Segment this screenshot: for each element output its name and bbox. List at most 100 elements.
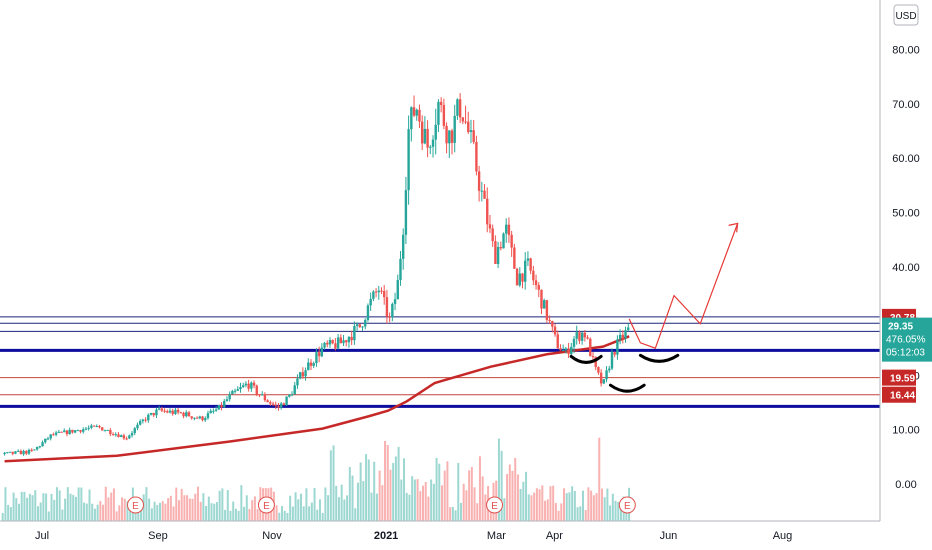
volume-bar xyxy=(69,493,72,521)
candle-body xyxy=(627,327,630,331)
volume-bar xyxy=(313,487,316,521)
volume-bar xyxy=(47,511,50,521)
candle-body xyxy=(331,340,334,344)
volume-bar xyxy=(351,475,354,521)
volume-bar xyxy=(327,495,330,521)
candle-body xyxy=(434,124,437,140)
volume-bar xyxy=(332,445,335,521)
candle-body xyxy=(358,324,362,328)
candle-body xyxy=(269,402,272,404)
volume-bar xyxy=(213,503,216,521)
candle-body xyxy=(174,409,177,414)
volume-bar xyxy=(20,491,23,521)
candle-body xyxy=(30,449,33,451)
volume-bar xyxy=(557,510,560,521)
candle-body xyxy=(586,337,589,339)
volume-bar xyxy=(302,506,305,521)
candle-body xyxy=(155,409,158,416)
candle-body xyxy=(233,390,237,392)
candle-body xyxy=(239,387,242,390)
candle-body xyxy=(475,142,478,172)
volume-bar xyxy=(446,461,449,521)
volume-bar xyxy=(367,459,370,521)
candle-body xyxy=(117,434,120,438)
volume-bar xyxy=(386,445,389,521)
volume-bar xyxy=(183,495,186,521)
candle-body xyxy=(529,258,532,271)
volume-bar xyxy=(617,501,620,521)
volume-bar xyxy=(500,450,503,521)
candle-body xyxy=(52,434,55,436)
volume-bar xyxy=(188,498,191,521)
candle-body xyxy=(570,346,573,355)
candle-body xyxy=(418,109,421,122)
candle-body xyxy=(450,130,454,143)
candle-body xyxy=(98,426,101,428)
volume-bar xyxy=(611,493,614,521)
candle-body xyxy=(328,340,332,345)
volume-bar xyxy=(134,511,137,521)
volume-bar xyxy=(424,482,427,521)
volume-bar xyxy=(403,458,406,521)
volume-bar xyxy=(248,508,251,521)
candle-body xyxy=(201,416,204,421)
candle-body xyxy=(456,99,459,116)
candle-body xyxy=(548,319,551,322)
volume-bar xyxy=(516,474,519,521)
volume-bar xyxy=(321,512,324,521)
volume-bar xyxy=(478,456,481,521)
candle-body xyxy=(8,451,12,453)
candle-body xyxy=(22,450,25,455)
volume-bar xyxy=(34,490,37,521)
candle-body xyxy=(298,372,302,379)
candle-body xyxy=(79,430,82,432)
volume-bar xyxy=(522,481,525,521)
candle-body xyxy=(209,410,212,414)
candle-body xyxy=(469,130,473,133)
volume-bar xyxy=(587,487,590,521)
candle-body xyxy=(494,241,497,264)
candle-body xyxy=(502,233,505,249)
candle-body xyxy=(242,385,245,388)
last-price-box xyxy=(882,317,932,362)
y-tick-label: 50.00 xyxy=(892,208,920,220)
volume-bar xyxy=(150,508,153,521)
candle-body xyxy=(342,340,345,344)
volume-bar xyxy=(234,508,237,521)
candle-body xyxy=(277,405,280,408)
volume-bar xyxy=(207,496,210,521)
earnings-marker xyxy=(486,496,504,514)
candle-body xyxy=(567,348,570,355)
candle-body xyxy=(561,350,565,352)
earnings-marker-label: E xyxy=(263,501,270,512)
volume-bar xyxy=(584,510,587,521)
volume-bar xyxy=(373,461,376,521)
volume-bar xyxy=(541,485,544,521)
volume-bar xyxy=(240,485,243,521)
candle-body xyxy=(518,273,521,286)
y-tick-label: 60.00 xyxy=(892,153,920,165)
candle-body xyxy=(185,412,188,417)
candle-body xyxy=(372,291,375,299)
volume-bar xyxy=(15,498,18,521)
candlesticks xyxy=(3,93,630,456)
candle-body xyxy=(19,450,23,455)
candle-body xyxy=(92,425,96,427)
candle-body xyxy=(464,121,467,123)
volume-bar xyxy=(451,506,454,521)
volume-bar xyxy=(573,490,576,521)
currency-button[interactable]: USD xyxy=(893,4,919,26)
earnings-marker-label: E xyxy=(491,501,498,512)
volume-bar xyxy=(449,507,452,521)
x-tick-label: Jul xyxy=(35,530,49,542)
candle-body xyxy=(580,332,584,341)
candle-body xyxy=(304,370,307,377)
volume-bar xyxy=(191,498,194,521)
volume-bar xyxy=(42,493,45,521)
volume-bar xyxy=(115,511,118,521)
candle-body xyxy=(296,378,299,386)
price-label-text: 16.44 xyxy=(890,391,915,402)
volume-bar xyxy=(281,506,284,521)
